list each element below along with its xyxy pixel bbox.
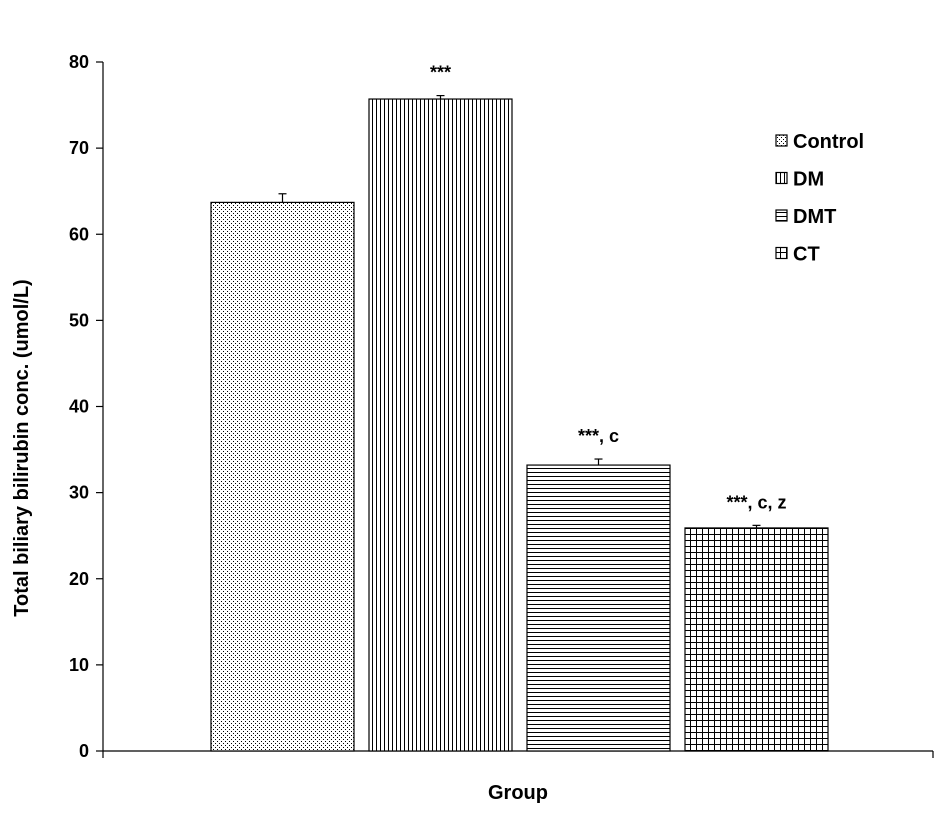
- significance-label: ***: [430, 63, 451, 83]
- bar-dmt: [526, 464, 671, 752]
- legend-swatch-dm: [775, 171, 788, 185]
- bar-control: [210, 201, 355, 752]
- y-tick-label: 60: [69, 224, 89, 244]
- bar-ct: [684, 527, 829, 752]
- legend-label-ct: CT: [793, 244, 820, 266]
- y-tick-label: 70: [69, 138, 89, 158]
- x-axis: [102, 750, 934, 758]
- y-tick-label: 0: [79, 741, 89, 761]
- y-tick-label: 40: [69, 397, 89, 417]
- y-tick-label: 30: [69, 483, 89, 503]
- legend-label-dm: DM: [793, 169, 824, 191]
- significance-label: ***, c: [578, 426, 619, 446]
- bar-dm: [368, 98, 513, 752]
- legend-label-control: Control: [793, 131, 864, 153]
- y-axis: 0 10 20 30 40 50 60 70 80: [69, 52, 104, 761]
- legend: Control DM DMT CT: [775, 131, 864, 266]
- y-tick-label: 80: [69, 52, 89, 72]
- y-axis-title: Total biliary bilirubin conc. (umol/L): [11, 279, 33, 616]
- significance-label: ***, c, z: [726, 492, 786, 512]
- y-tick-label: 50: [69, 310, 89, 330]
- legend-swatch-dmt: [775, 209, 788, 222]
- y-tick-label: 20: [69, 569, 89, 589]
- y-tick-label: 10: [69, 655, 89, 675]
- bars: *** ***, c ***, c, z: [210, 63, 829, 752]
- legend-swatch-ct: [775, 246, 788, 260]
- x-axis-title: Group: [488, 782, 548, 804]
- legend-swatch-control: [775, 134, 788, 147]
- legend-label-dmt: DMT: [793, 206, 836, 228]
